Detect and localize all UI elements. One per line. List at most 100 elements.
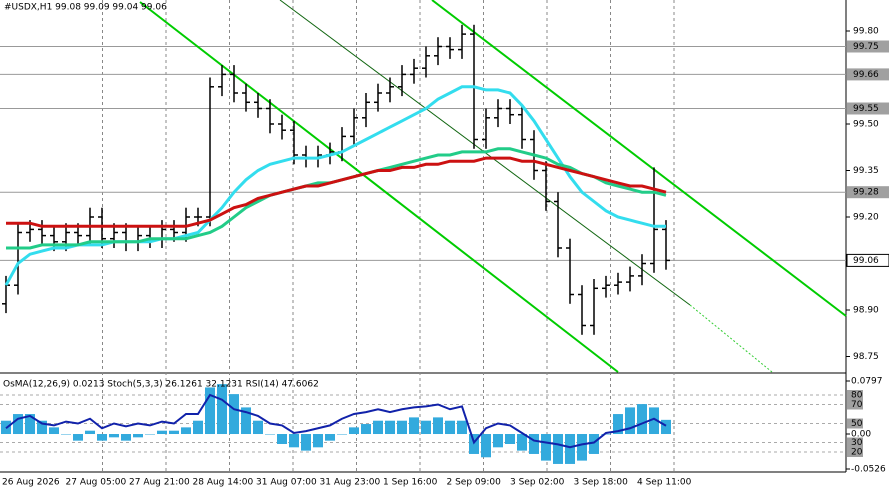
osma-bar: [397, 420, 407, 435]
indicator-title: OsMA(12,26,9) 0.0213 Stoch(5,3,3) 26.126…: [3, 380, 319, 390]
osma-bar: [409, 417, 419, 435]
osma-bar: [589, 434, 599, 454]
osma-bar: [49, 427, 59, 435]
osma-bar: [229, 394, 239, 435]
osma-bar: [481, 434, 491, 458]
level-label-box: [847, 186, 889, 199]
level-label: 99.06: [853, 256, 879, 266]
chart-title: #USDX,H1 99.08 99.09 99.04 99.06: [4, 3, 167, 13]
osma-bar: [529, 434, 539, 454]
level-label: 99.28: [853, 188, 879, 198]
level-label-box: [847, 399, 863, 410]
y2-tick-label: 80: [851, 391, 863, 401]
x-tick-label: 27 Aug 05:00: [66, 478, 127, 488]
osma-bar: [493, 434, 503, 448]
osma-bar: [457, 420, 467, 435]
y-tick-label: 0.00: [851, 430, 871, 440]
osma-bar: [241, 407, 251, 435]
moving-average: [6, 156, 667, 228]
y2-tick-label: 30: [851, 438, 863, 448]
osma-bar: [301, 434, 311, 451]
osma-bar: [169, 430, 179, 435]
osma-bar: [133, 434, 143, 438]
y2-tick-label: 20: [851, 448, 863, 458]
y-tick-label: 99.80: [853, 27, 879, 37]
x-tick-label: 3 Sep 02:00: [510, 478, 565, 488]
x-tick-label: 4 Sep 11:00: [637, 478, 692, 488]
osma-bar: [577, 434, 587, 461]
level-label-box: [847, 102, 889, 115]
osma-bar: [373, 420, 383, 435]
osma-bar: [517, 434, 527, 451]
osma-bar: [13, 414, 23, 435]
y-tick-label: 0.0797: [851, 377, 883, 387]
y2-tick-label: 50: [851, 419, 863, 429]
osma-bar: [661, 419, 671, 435]
x-tick-label: 3 Sep 18:00: [574, 478, 629, 488]
x-tick-label: 2 Sep 09:00: [447, 478, 502, 488]
level-label: 99.75: [853, 42, 879, 52]
osma-bar: [613, 414, 623, 435]
osma-bar: [37, 420, 47, 435]
plot: [1, 24, 671, 464]
y-tick-label: 98.90: [853, 306, 879, 316]
osma-bar: [121, 434, 131, 441]
y2-tick-label: 70: [851, 400, 863, 410]
osma-bar: [61, 434, 71, 435]
level-label-box: [847, 418, 863, 429]
x-tick-label: 27 Aug 21:00: [129, 478, 190, 488]
y-tick-label: 99.35: [853, 166, 879, 176]
level-label: 99.55: [853, 104, 879, 114]
osma-bar: [217, 384, 227, 435]
osma-bar: [385, 420, 395, 435]
y-tick-label: 99.50: [853, 120, 879, 130]
osma-bar: [421, 420, 431, 435]
osma-bar: [637, 404, 647, 435]
osma-bar: [541, 434, 551, 461]
osma-bar: [85, 430, 95, 435]
level-label-box: [846, 253, 889, 267]
level-label-box: [847, 447, 863, 457]
osma-bar: [205, 387, 215, 435]
osma-bar: [277, 434, 287, 444]
x-tick-label: 1 Sep 16:00: [383, 478, 438, 488]
level-label-box: [847, 68, 889, 81]
y-tick-label: -0.0526: [851, 465, 886, 475]
osma-bar: [289, 434, 299, 448]
channel-line: [139, 1, 619, 373]
osma-bar: [265, 434, 275, 435]
y-tick-label: 99.20: [853, 213, 879, 223]
osma-bar: [253, 420, 263, 435]
osma-bar: [25, 414, 35, 435]
osma-bar: [313, 434, 323, 448]
osma-bar: [505, 434, 515, 444]
level-label-box: [847, 390, 863, 400]
osma-bar: [73, 434, 83, 441]
osma-bar: [565, 434, 575, 464]
osma-bar: [193, 420, 203, 435]
osma-bar: [145, 434, 155, 435]
channel-extension: [689, 304, 773, 373]
rsi-line: [5, 393, 667, 449]
level-label: 99.66: [853, 70, 879, 80]
x-tick-label: 31 Aug 23:00: [320, 478, 381, 488]
grid: [0, 0, 846, 472]
x-tick-label: 31 Aug 07:00: [256, 478, 317, 488]
osma-bar: [433, 417, 443, 435]
x-tick-label: 26 Aug 2026: [2, 478, 60, 488]
osma-bar: [649, 407, 659, 435]
osma-bar: [181, 427, 191, 435]
osma-bar: [157, 430, 167, 435]
channel-line: [431, 0, 847, 317]
osma-bar: [445, 420, 455, 435]
osma-bar: [625, 407, 635, 435]
osma-bar: [553, 434, 563, 464]
osma-bar: [97, 434, 107, 441]
osma-bar: [361, 424, 371, 435]
level-label-box: [847, 40, 889, 53]
osma-bar: [325, 434, 335, 441]
y-tick-label: 98.75: [853, 352, 879, 362]
level-label-box: [847, 437, 863, 448]
